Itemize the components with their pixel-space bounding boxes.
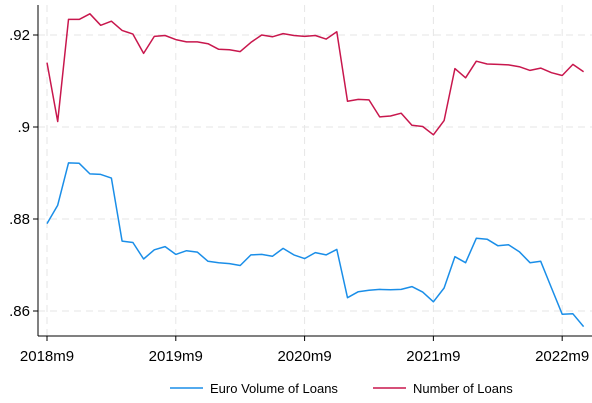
legend-label-number-of-loans: Number of Loans [413,381,513,396]
x-tick-label: 2020m9 [277,348,331,365]
x-tick-label: 2019m9 [149,348,203,365]
x-tick-label: 2022m9 [535,348,589,365]
y-tick-label: .88 [9,211,30,228]
x-tick-label: 2021m9 [406,348,460,365]
series-line-euro-volume-of-loans [46,162,585,328]
axes: .86 .88 .9 .92 2018m9 2019m9 2020m9 2021m9 2022m… [9,5,592,365]
series-lines [46,13,585,328]
x-tick-label: 2018m9 [20,348,74,365]
y-tick-label: .86 [9,303,30,320]
y-tick-label: .9 [17,119,30,136]
y-tick-label: .92 [9,27,30,44]
series-line-number-of-loans [46,13,585,136]
legend: Euro Volume of Loans Number of Loans [170,381,513,396]
legend-label-euro-volume-of-loans: Euro Volume of Loans [210,381,338,396]
gridlines [38,5,592,336]
